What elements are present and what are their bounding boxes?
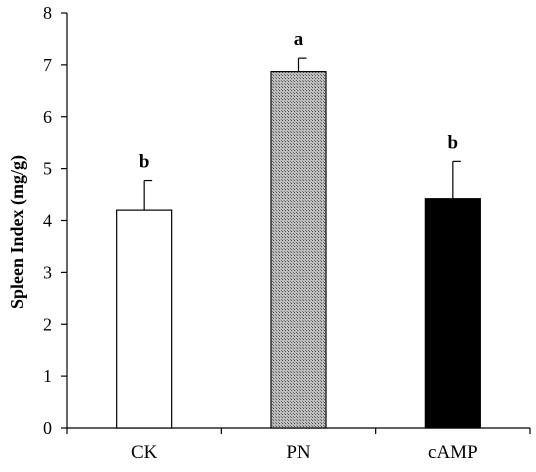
y-tick-label: 3 xyxy=(43,262,52,282)
significance-label: b xyxy=(448,132,459,153)
y-tick-label: 6 xyxy=(43,107,52,127)
bar-pn xyxy=(270,71,327,429)
x-tick-label: PN xyxy=(286,442,311,463)
y-tick-label: 7 xyxy=(43,55,52,75)
y-tick-label: 2 xyxy=(43,314,52,334)
significance-label: b xyxy=(139,152,150,173)
y-axis-title: Spleen Index (mg/g) xyxy=(7,155,28,309)
bar-ck xyxy=(116,209,173,429)
y-tick-label: 1 xyxy=(43,366,52,386)
x-tick-label: CK xyxy=(131,442,158,463)
y-tick-label: 4 xyxy=(43,211,52,231)
significance-label: a xyxy=(294,29,304,50)
y-tick-label: 5 xyxy=(43,159,52,179)
x-tick-label: cAMP xyxy=(428,442,478,463)
y-tick-label: 8 xyxy=(43,3,52,23)
y-tick-label: 0 xyxy=(43,418,52,438)
bar-camp xyxy=(424,198,481,429)
